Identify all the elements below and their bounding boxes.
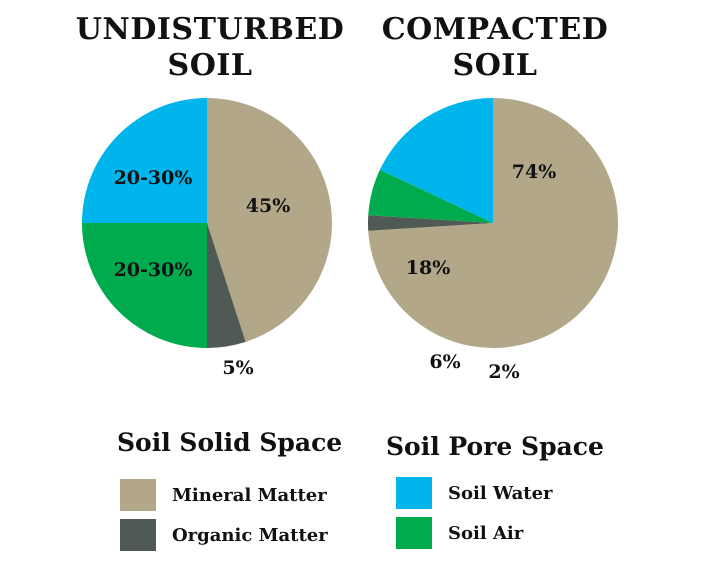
legend-pore-space-heading: Soil Pore Space	[386, 432, 604, 461]
pie-0-label-soil-air: 20-30%	[114, 259, 193, 281]
legend-label-air: Soil Air	[448, 522, 524, 544]
legend-solid-space-heading: Soil Solid Space	[117, 428, 343, 457]
legend-swatch-organic	[120, 519, 156, 551]
legend-item-soil-water: Soil Water	[396, 476, 553, 510]
legend-swatch-air	[396, 517, 432, 549]
pie-1-slice-soil-air	[368, 169, 493, 223]
pie-1-label-organic-matter: 2%	[488, 361, 519, 383]
legend-swatch-mineral	[120, 479, 156, 511]
legend-item-mineral-matter: Mineral Matter	[120, 478, 327, 512]
pie-charts: 45% 5% 20-30% 20-30% 74% 2% 6% 18%	[82, 98, 619, 383]
compacted-soil-title: COMPACTED SOIL	[381, 12, 609, 83]
pie-0-slice-soil-water	[82, 98, 207, 223]
pie-0-label-mineral-matter: 45%	[246, 195, 291, 217]
pie-1-label-soil-water: 18%	[406, 257, 451, 279]
legend-label-water: Soil Water	[448, 482, 553, 504]
pie-0-slice-organic-matter	[207, 223, 246, 348]
undisturbed-soil-title: UNDISTURBED SOIL	[75, 12, 345, 83]
pie-0-label-soil-water: 20-30%	[114, 167, 193, 189]
pie-1-slice-mineral-matter	[368, 98, 619, 349]
legend-swatch-water	[396, 477, 432, 509]
pie-0-label-organic-matter: 5%	[222, 357, 253, 379]
pie-1-slice-organic-matter	[368, 215, 493, 231]
pie-1-slice-soil-water	[379, 98, 493, 223]
pie-0-slice-soil-air	[82, 223, 207, 348]
legend-label-mineral: Mineral Matter	[172, 484, 327, 506]
legend-label-organic: Organic Matter	[172, 524, 328, 546]
legend-item-organic-matter: Organic Matter	[120, 518, 328, 552]
pie-0-slice-mineral-matter	[207, 98, 332, 342]
pie-1-label-mineral-matter: 74%	[512, 161, 557, 183]
legend-item-soil-air: Soil Air	[396, 516, 523, 550]
pie-1-label-soil-air: 6%	[429, 351, 460, 373]
